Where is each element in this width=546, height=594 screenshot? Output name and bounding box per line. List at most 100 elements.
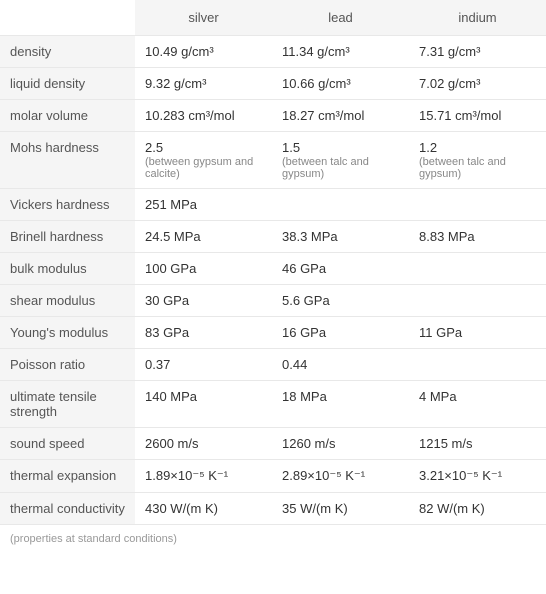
cell-main: 1.89×10⁻⁵ K⁻¹ xyxy=(145,468,228,483)
cell-lead: 0.44 xyxy=(272,349,409,381)
row-label: thermal conductivity xyxy=(0,493,135,525)
cell-main: 140 MPa xyxy=(145,389,197,404)
row-label: Young's modulus xyxy=(0,317,135,349)
cell-main: 1215 m/s xyxy=(419,436,472,451)
cell-silver: 251 MPa xyxy=(135,189,272,221)
cell-main: 1.5 xyxy=(282,140,300,155)
row-label: Mohs hardness xyxy=(0,132,135,189)
cell-main: 10.283 cm³/mol xyxy=(145,108,235,123)
cell-silver: 10.283 cm³/mol xyxy=(135,100,272,132)
row-label: thermal expansion xyxy=(0,460,135,493)
cell-silver: 30 GPa xyxy=(135,285,272,317)
header-lead: lead xyxy=(272,0,409,36)
table-row: liquid density 9.32 g/cm³ 10.66 g/cm³ 7.02 … xyxy=(0,68,546,100)
cell-main: 83 GPa xyxy=(145,325,189,340)
cell-silver: 430 W/(m K) xyxy=(135,493,272,525)
cell-main: 10.49 g/cm³ xyxy=(145,44,214,59)
footer-note: (properties at standard conditions) xyxy=(0,525,546,553)
cell-main: 15.71 cm³/mol xyxy=(419,108,501,123)
cell-indium: 11 GPa xyxy=(409,317,546,349)
row-label: Poisson ratio xyxy=(0,349,135,381)
cell-main: 9.32 g/cm³ xyxy=(145,76,206,91)
cell-indium: 4 MPa xyxy=(409,381,546,428)
cell-lead xyxy=(272,189,409,221)
cell-main: 2.89×10⁻⁵ K⁻¹ xyxy=(282,468,365,483)
table-row: Poisson ratio0.37 0.44 xyxy=(0,349,546,381)
cell-lead: 5.6 GPa xyxy=(272,285,409,317)
cell-silver: 24.5 MPa xyxy=(135,221,272,253)
cell-silver: 140 MPa xyxy=(135,381,272,428)
cell-lead: 35 W/(m K) xyxy=(272,493,409,525)
table-row: Vickers hardness 251 MPa xyxy=(0,189,546,221)
table-row: ultimate tensile strength 140 MPa 18 MPa 4 … xyxy=(0,381,546,428)
cell-indium xyxy=(409,189,546,221)
table-row: bulk modulus100 GPa46 GPa xyxy=(0,253,546,285)
table-row: molar volume 10.283 cm³/mol 18.27 cm³/mol 1… xyxy=(0,100,546,132)
cell-silver: 10.49 g/cm³ xyxy=(135,36,272,68)
row-label: shear modulus xyxy=(0,285,135,317)
cell-main: 4 MPa xyxy=(419,389,457,404)
table-row: Mohs hardness2.5(between gypsum and calc… xyxy=(0,132,546,189)
cell-main: 5.6 GPa xyxy=(282,293,330,308)
cell-main: 10.66 g/cm³ xyxy=(282,76,351,91)
cell-main: 430 W/(m K) xyxy=(145,501,218,516)
cell-main: 7.31 g/cm³ xyxy=(419,44,480,59)
cell-lead: 18 MPa xyxy=(272,381,409,428)
row-label: sound speed xyxy=(0,428,135,460)
cell-indium xyxy=(409,285,546,317)
cell-silver: 1.89×10⁻⁵ K⁻¹ xyxy=(135,460,272,493)
cell-silver: 2.5(between gypsum and calcite) xyxy=(135,132,272,189)
cell-lead: 16 GPa xyxy=(272,317,409,349)
cell-indium: 1.2(between talc and gypsum) xyxy=(409,132,546,189)
header-empty xyxy=(0,0,135,36)
header-silver: silver xyxy=(135,0,272,36)
cell-main: 82 W/(m K) xyxy=(419,501,485,516)
cell-main: 100 GPa xyxy=(145,261,196,276)
header-row: silver lead indium xyxy=(0,0,546,36)
table-row: thermal conductivity 430 W/(m K) 35 W/(m K… xyxy=(0,493,546,525)
table-row: thermal expansion 1.89×10⁻⁵ K⁻¹ 2.89×10⁻⁵ … xyxy=(0,460,546,493)
cell-main: 38.3 MPa xyxy=(282,229,338,244)
cell-silver: 9.32 g/cm³ xyxy=(135,68,272,100)
cell-main: 11 GPa xyxy=(419,325,462,340)
cell-indium xyxy=(409,253,546,285)
cell-main: 35 W/(m K) xyxy=(282,501,348,516)
row-label: bulk modulus xyxy=(0,253,135,285)
row-label: Brinell hardness xyxy=(0,221,135,253)
properties-table: silver lead indium density 10.49 g/cm³ 11.… xyxy=(0,0,546,525)
cell-indium: 7.02 g/cm³ xyxy=(409,68,546,100)
cell-indium: 15.71 cm³/mol xyxy=(409,100,546,132)
row-label: liquid density xyxy=(0,68,135,100)
row-label: molar volume xyxy=(0,100,135,132)
cell-silver: 83 GPa xyxy=(135,317,272,349)
cell-silver: 2600 m/s xyxy=(135,428,272,460)
cell-main: 24.5 MPa xyxy=(145,229,201,244)
cell-main: 18.27 cm³/mol xyxy=(282,108,364,123)
cell-main: 11.34 g/cm³ xyxy=(282,44,350,59)
cell-lead: 1260 m/s xyxy=(272,428,409,460)
cell-main: 251 MPa xyxy=(145,197,197,212)
cell-main: 3.21×10⁻⁵ K⁻¹ xyxy=(419,468,502,483)
cell-lead: 38.3 MPa xyxy=(272,221,409,253)
cell-main: 0.44 xyxy=(282,357,307,372)
cell-silver: 100 GPa xyxy=(135,253,272,285)
cell-lead: 18.27 cm³/mol xyxy=(272,100,409,132)
cell-main: 1260 m/s xyxy=(282,436,335,451)
row-label: Vickers hardness xyxy=(0,189,135,221)
cell-silver: 0.37 xyxy=(135,349,272,381)
row-label: ultimate tensile strength xyxy=(0,381,135,428)
cell-indium: 82 W/(m K) xyxy=(409,493,546,525)
cell-indium: 8.83 MPa xyxy=(409,221,546,253)
cell-lead: 1.5(between talc and gypsum) xyxy=(272,132,409,189)
cell-lead: 2.89×10⁻⁵ K⁻¹ xyxy=(272,460,409,493)
cell-lead: 11.34 g/cm³ xyxy=(272,36,409,68)
cell-main: 16 GPa xyxy=(282,325,326,340)
cell-main: 7.02 g/cm³ xyxy=(419,76,480,91)
cell-sub: (between talc and gypsum) xyxy=(419,156,536,180)
table-row: Young's modulus 83 GPa 16 GPa 11 GPa xyxy=(0,317,546,349)
table-row: Brinell hardness 24.5 MPa 38.3 MPa 8.83 MPa xyxy=(0,221,546,253)
cell-main: 2600 m/s xyxy=(145,436,198,451)
table-row: sound speed 2600 m/s 1260 m/s 1215 m/s xyxy=(0,428,546,460)
cell-main: 8.83 MPa xyxy=(419,229,475,244)
row-label: density xyxy=(0,36,135,68)
